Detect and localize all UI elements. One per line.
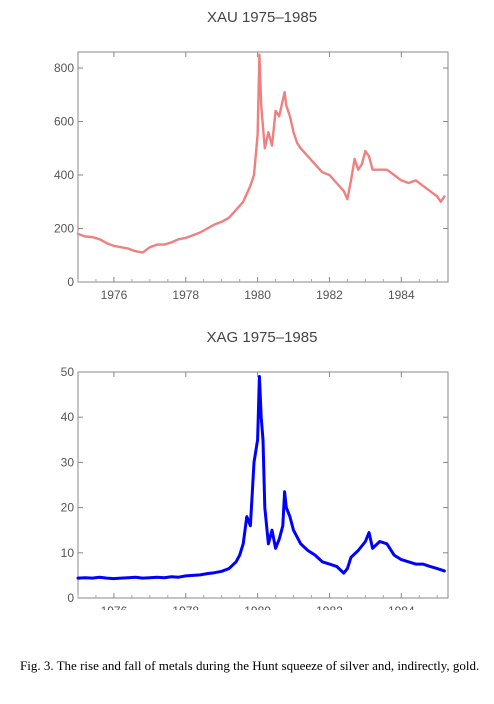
xau-y-tick-label: 600 <box>54 115 74 129</box>
xag-chart-svg: XAG 1975–1985 1976 1978 1980 1982 1984 0 10 20 3… <box>61 329 449 618</box>
xau-plot-frame <box>77 51 449 283</box>
xag-plot-frame <box>77 371 449 599</box>
xag-y-tick-label: 10 <box>61 546 75 560</box>
xau-x-tick-label: 1978 <box>172 288 199 300</box>
xag-y-tick-label: 50 <box>61 365 75 379</box>
xau-chart-title: XAU 1975–1985 <box>207 9 317 26</box>
xag-chart-title: XAG 1975–1985 <box>207 329 318 346</box>
xau-x-tick-label: 1976 <box>101 288 128 300</box>
xau-y-tick-label: 200 <box>54 222 74 236</box>
xag-chart: XAG 1975–1985 1976 1978 1980 1982 1984 0 10 20 3… <box>0 320 494 618</box>
xag-y-tick-label: 40 <box>61 410 75 424</box>
xau-price-line <box>76 53 446 254</box>
xau-chart: XAU 1975–1985 1976 1978 1980 1982 1984 0 200 40… <box>0 0 494 305</box>
xag-y-tick-label: 20 <box>61 501 75 515</box>
xau-y-tick-label: 400 <box>54 168 74 182</box>
xag-y-tick-label: 0 <box>67 591 74 605</box>
xau-y-tick-label: 0 <box>67 275 74 289</box>
xag-plot-area: 1976 1978 1980 1982 1984 0 10 20 30 40 50 <box>61 365 449 618</box>
figure-caption: Fig. 3. The rise and fall of metals duri… <box>20 658 480 673</box>
xag-x-tick-label: 1982 <box>316 604 343 610</box>
xau-x-tick-label: 1980 <box>244 288 271 300</box>
xau-chart-svg: XAU 1975–1985 1976 1978 1980 1982 1984 0 200 40… <box>54 9 449 302</box>
xag-x-tick-label: 1984 <box>388 604 415 610</box>
xag-x-tick-label: 1978 <box>172 604 199 610</box>
xau-plot-area: 1976 1978 1980 1982 1984 0 200 400 600 800 <box>54 51 449 302</box>
xau-x-tick-label: 1984 <box>388 288 415 300</box>
xag-y-tick-label: 30 <box>61 455 75 469</box>
xag-x-tick-label: 1980 <box>244 604 271 610</box>
xag-price-line <box>76 375 446 581</box>
xau-x-tick-label: 1982 <box>316 288 343 300</box>
xau-y-tick-label: 800 <box>54 61 74 75</box>
xag-x-tick-label: 1976 <box>101 604 128 610</box>
